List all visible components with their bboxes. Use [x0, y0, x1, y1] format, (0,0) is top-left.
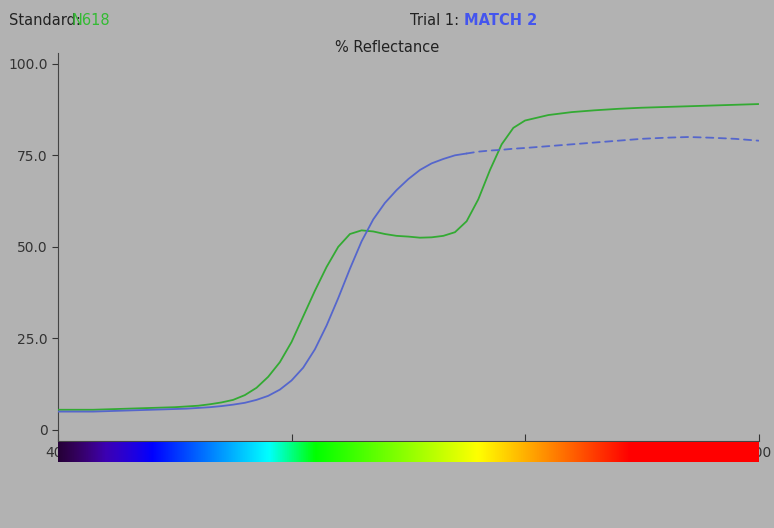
Text: Trial 1:: Trial 1:: [410, 13, 464, 28]
Text: % Reflectance: % Reflectance: [335, 40, 439, 54]
Text: Standard:: Standard:: [9, 13, 86, 28]
Text: MATCH 2: MATCH 2: [464, 13, 538, 28]
Text: N618: N618: [72, 13, 111, 28]
